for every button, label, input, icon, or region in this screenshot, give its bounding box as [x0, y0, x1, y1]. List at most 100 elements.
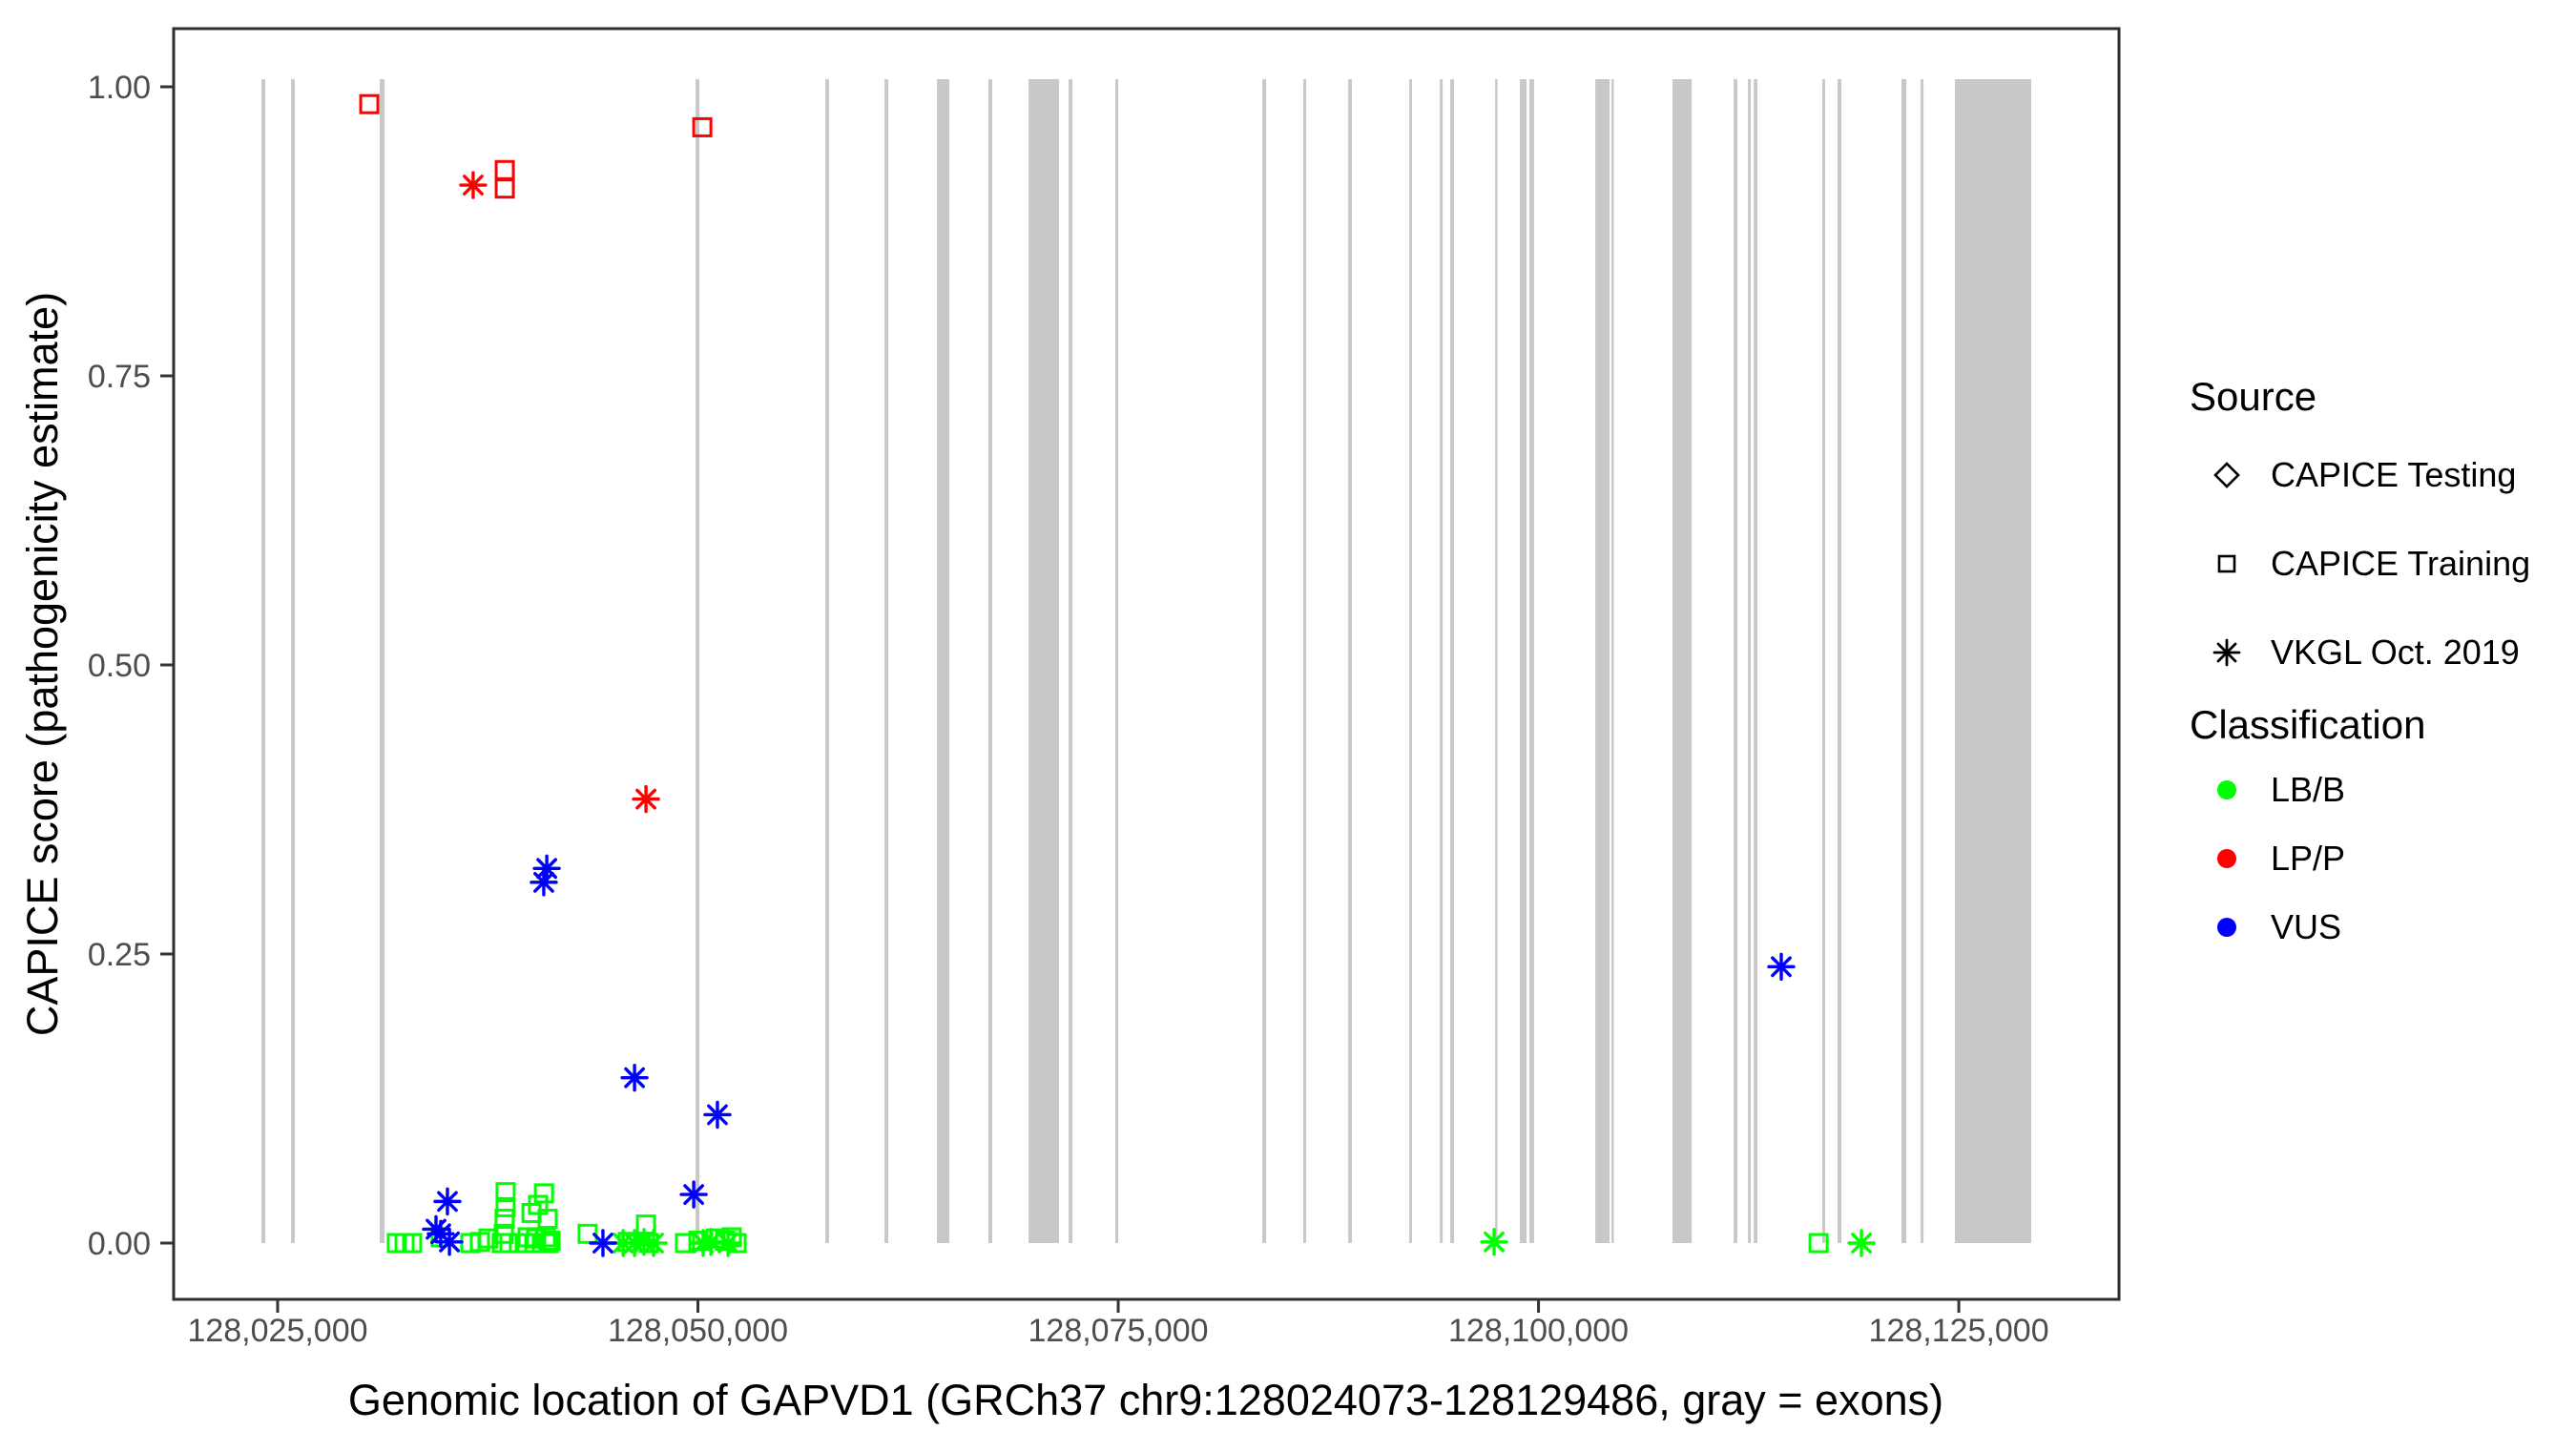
y-tick-label: 0.25 — [88, 937, 151, 973]
exon-bar — [1520, 79, 1527, 1243]
legend-source-title: Source — [2190, 374, 2317, 419]
x-tick-label: 128,125,000 — [1869, 1313, 2049, 1349]
exon-bar — [379, 79, 385, 1243]
exon-bar — [1672, 79, 1693, 1243]
asterisk-arm — [1484, 1231, 1505, 1253]
asterisk-arm — [437, 1191, 458, 1213]
asterisk-arm — [463, 175, 484, 196]
exon-bar — [1838, 79, 1842, 1243]
exon-bar — [1822, 79, 1826, 1243]
data-point-asterisk — [1480, 1228, 1508, 1256]
data-point-square — [1808, 1233, 1829, 1254]
data-point-square — [524, 1233, 545, 1254]
capice-testing-diamond-icon — [2205, 454, 2249, 496]
exon-bar — [884, 79, 888, 1243]
lpp-dot-icon — [2205, 838, 2249, 880]
exon-bar — [1529, 79, 1534, 1243]
asterisk-arm — [1851, 1233, 1872, 1254]
data-point-asterisk — [433, 1187, 462, 1216]
exon-bar — [1611, 79, 1614, 1243]
legend-item-vkgl: VKGL Oct. 2019 — [2271, 633, 2520, 672]
asterisk-arm — [635, 788, 656, 810]
exon-bar — [1921, 79, 1924, 1243]
x-axis-title: Genomic location of GAPVD1 (GRCh37 chr9:… — [347, 1376, 1944, 1424]
exon-bar — [261, 79, 266, 1243]
lbb-dot-icon — [2205, 769, 2249, 811]
x-tick-label: 128,100,000 — [1448, 1313, 1629, 1349]
exon-bar — [937, 79, 949, 1243]
data-point-square — [478, 1228, 499, 1249]
exon-bar — [1115, 79, 1119, 1243]
exon-bar — [1028, 79, 1060, 1243]
x-tick-label: 128,075,000 — [1028, 1313, 1209, 1349]
legend-classification-title: Classification — [2190, 702, 2426, 747]
asterisk-arm — [643, 1233, 664, 1254]
exon-bar — [1440, 79, 1444, 1243]
asterisk-arm — [533, 871, 554, 893]
exon-bar — [1348, 79, 1352, 1243]
asterisk-arm — [700, 1231, 721, 1253]
data-point-square — [494, 159, 515, 180]
legend-item-lbb: LB/B — [2271, 770, 2346, 809]
data-point-square — [495, 1196, 516, 1217]
y-tick-label: 0.50 — [88, 648, 151, 684]
data-point-asterisk — [1847, 1229, 1876, 1257]
y-tick-label: 1.00 — [88, 70, 151, 106]
exon-bar — [291, 79, 295, 1243]
data-point-asterisk — [530, 868, 558, 897]
exon-bar — [988, 79, 993, 1243]
data-point-asterisk — [679, 1180, 708, 1209]
asterisk-arm — [624, 1067, 645, 1089]
legend-item-lpp: LP/P — [2271, 839, 2346, 878]
vus-dot-icon — [2205, 906, 2249, 948]
data-point-asterisk — [714, 1229, 742, 1257]
asterisk-arm — [592, 1233, 613, 1254]
exon-bar — [1754, 79, 1757, 1243]
asterisk-arm — [717, 1233, 738, 1254]
data-point-asterisk — [1767, 952, 1796, 982]
asterisk-arm — [536, 858, 558, 880]
asterisk-arm — [439, 1231, 460, 1253]
plot-border — [172, 27, 2121, 1301]
data-point-asterisk — [589, 1229, 617, 1257]
exon-bar — [1595, 79, 1610, 1243]
legend-item-capice-testing: CAPICE Testing — [2271, 455, 2517, 494]
data-point-square — [577, 1223, 598, 1244]
data-point-square — [402, 1233, 423, 1254]
exon-bar — [1901, 79, 1907, 1243]
data-point-asterisk — [632, 784, 660, 814]
data-point-asterisk — [620, 1063, 649, 1092]
exon-bar — [1955, 79, 2032, 1243]
data-point-square — [533, 1183, 554, 1204]
y-axis-title: CAPICE score (pathogenicity estimate) — [18, 291, 67, 1037]
exon-bar — [825, 79, 829, 1243]
data-point-square — [494, 178, 515, 199]
capice-training-square-icon — [2205, 543, 2249, 585]
x-tick-label: 128,050,000 — [608, 1313, 788, 1349]
exon-bar — [1303, 79, 1307, 1243]
data-point-asterisk — [703, 1100, 732, 1130]
y-tick-label: 0.75 — [88, 359, 151, 395]
exon-bar — [696, 79, 700, 1243]
exon-bar — [1409, 79, 1413, 1243]
data-point-square — [494, 1209, 515, 1230]
exon-bar — [1450, 79, 1455, 1243]
x-tick-label: 128,025,000 — [187, 1313, 367, 1349]
legend-item-capice-training: CAPICE Training — [2271, 544, 2531, 583]
legend-item-vus: VUS — [2271, 907, 2342, 946]
data-point-square — [692, 116, 713, 137]
data-point-square — [538, 1233, 559, 1254]
exon-bar — [1734, 79, 1738, 1243]
exon-bar — [1069, 79, 1073, 1243]
data-point-asterisk — [435, 1228, 464, 1256]
data-point-asterisk — [639, 1229, 668, 1257]
asterisk-arm — [707, 1104, 728, 1126]
asterisk-arm — [1771, 956, 1792, 978]
y-tick-label: 0.00 — [88, 1226, 151, 1262]
exon-bar — [1262, 79, 1267, 1243]
data-point-square — [359, 93, 380, 114]
data-point-asterisk — [459, 171, 488, 199]
data-point-square — [535, 1227, 556, 1248]
